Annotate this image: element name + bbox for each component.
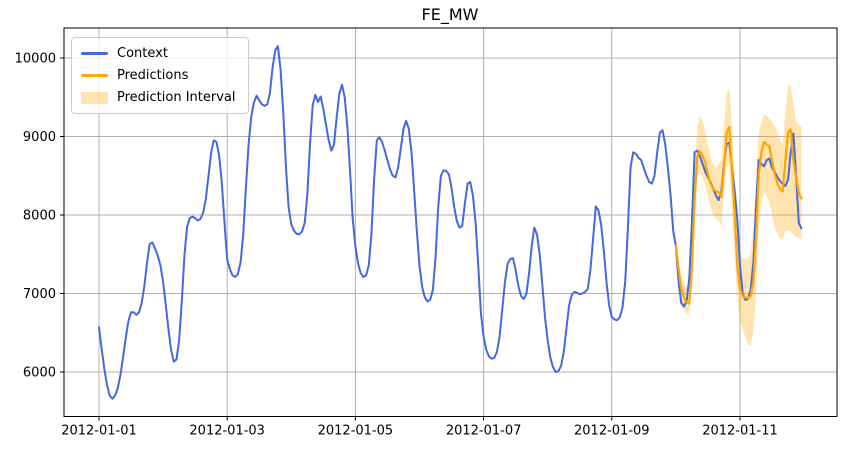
x-tick-label: 2012-01-07	[446, 424, 522, 439]
predictions-line-swatch	[81, 74, 108, 77]
y-tick-label: 6000	[23, 366, 56, 381]
x-tick-label: 2012-01-05	[318, 424, 394, 439]
legend-item-interval: Prediction Interval	[81, 90, 236, 105]
context-line-swatch	[81, 52, 108, 55]
legend-label-predictions: Predictions	[117, 68, 189, 83]
y-tick-label: 8000	[23, 209, 56, 224]
context-line	[98, 45, 803, 400]
x-tick-label: 2012-01-01	[61, 424, 137, 439]
legend-label-context: Context	[117, 46, 168, 61]
chart-title: FE_MW	[421, 5, 479, 24]
legend-box: Context Predictions Prediction Interval	[71, 37, 249, 114]
prediction-interval-swatch	[81, 91, 108, 104]
legend-item-predictions: Predictions	[81, 68, 236, 83]
axes-frame	[63, 27, 838, 417]
predictions-line	[674, 126, 803, 305]
x-tick-label: 2012-01-09	[574, 424, 650, 439]
legend-item-context: Context	[81, 46, 236, 61]
y-tick-label: 10000	[15, 52, 56, 67]
y-tick-label: 7000	[23, 287, 56, 302]
x-tick-label: 2012-01-03	[189, 424, 265, 439]
x-tick-label: 2012-01-11	[702, 424, 778, 439]
y-tick-label: 9000	[23, 130, 56, 145]
legend-label-interval: Prediction Interval	[117, 90, 236, 105]
